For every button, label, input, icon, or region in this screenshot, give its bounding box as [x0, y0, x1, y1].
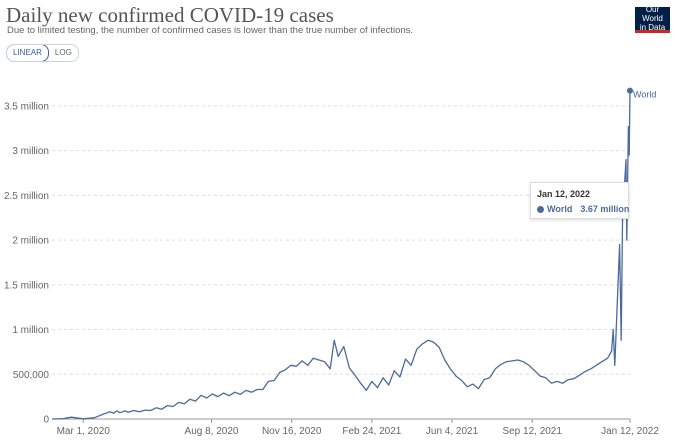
tooltip-row: World 3.67 million: [537, 204, 629, 214]
x-tick-label: Nov 16, 2020: [262, 426, 322, 437]
series-line-world: [51, 90, 631, 420]
x-tick-label: Sep 12, 2021: [502, 426, 562, 437]
hover-tooltip: Jan 12, 2022 World 3.67 million: [530, 182, 629, 219]
y-tick-label: 0: [43, 415, 49, 426]
tooltip-date: Jan 12, 2022: [537, 189, 591, 199]
y-tick-label: 500,000: [13, 370, 50, 381]
y-axis-labels: 0 500,000 1 million 1.5 million 2 million 2.5…: [4, 101, 49, 425]
tooltip-series-name: World: [547, 204, 573, 214]
y-tick-label: 2 million: [12, 236, 49, 247]
series-end-point: [627, 87, 633, 94]
x-tick-label: Mar 1, 2020: [57, 426, 111, 437]
chart-subtitle: Due to limited testing, the number of co…: [7, 25, 414, 36]
x-tick-label: Jan 12, 2022: [601, 426, 659, 437]
x-tick-label: Jun 4, 2021: [426, 426, 479, 437]
logo-line-2: in Data: [639, 23, 666, 32]
tooltip-value: 3.67 million: [580, 204, 630, 214]
x-tick-label: Feb 24, 2021: [342, 426, 401, 437]
y-tick-label: 1 million: [12, 325, 49, 336]
series-dot-icon: [537, 206, 544, 213]
y-tick-label: 3 million: [12, 146, 49, 157]
series-end-label: World: [633, 90, 656, 100]
owid-logo[interactable]: Our World in Data: [635, 5, 670, 33]
x-axis: Mar 1, 2020 Aug 8, 2020 Nov 16, 2020 Feb 24…: [57, 419, 659, 437]
series-layer: World: [51, 87, 656, 420]
grid-lines: [52, 105, 630, 420]
logo-line-1: Our World: [642, 5, 663, 23]
x-tick-label: Aug 8, 2020: [185, 426, 239, 437]
y-tick-label: 3.5 million: [4, 101, 49, 112]
chart-title: Daily new confirmed COVID-19 cases: [6, 3, 334, 27]
log-scale-button[interactable]: LOG: [54, 48, 72, 57]
linear-scale-button[interactable]: LINEAR: [6, 45, 49, 61]
y-tick-label: 2.5 million: [4, 191, 49, 202]
y-tick-label: 1.5 million: [4, 280, 49, 291]
scale-toggle: LINEAR LOG: [6, 44, 79, 62]
